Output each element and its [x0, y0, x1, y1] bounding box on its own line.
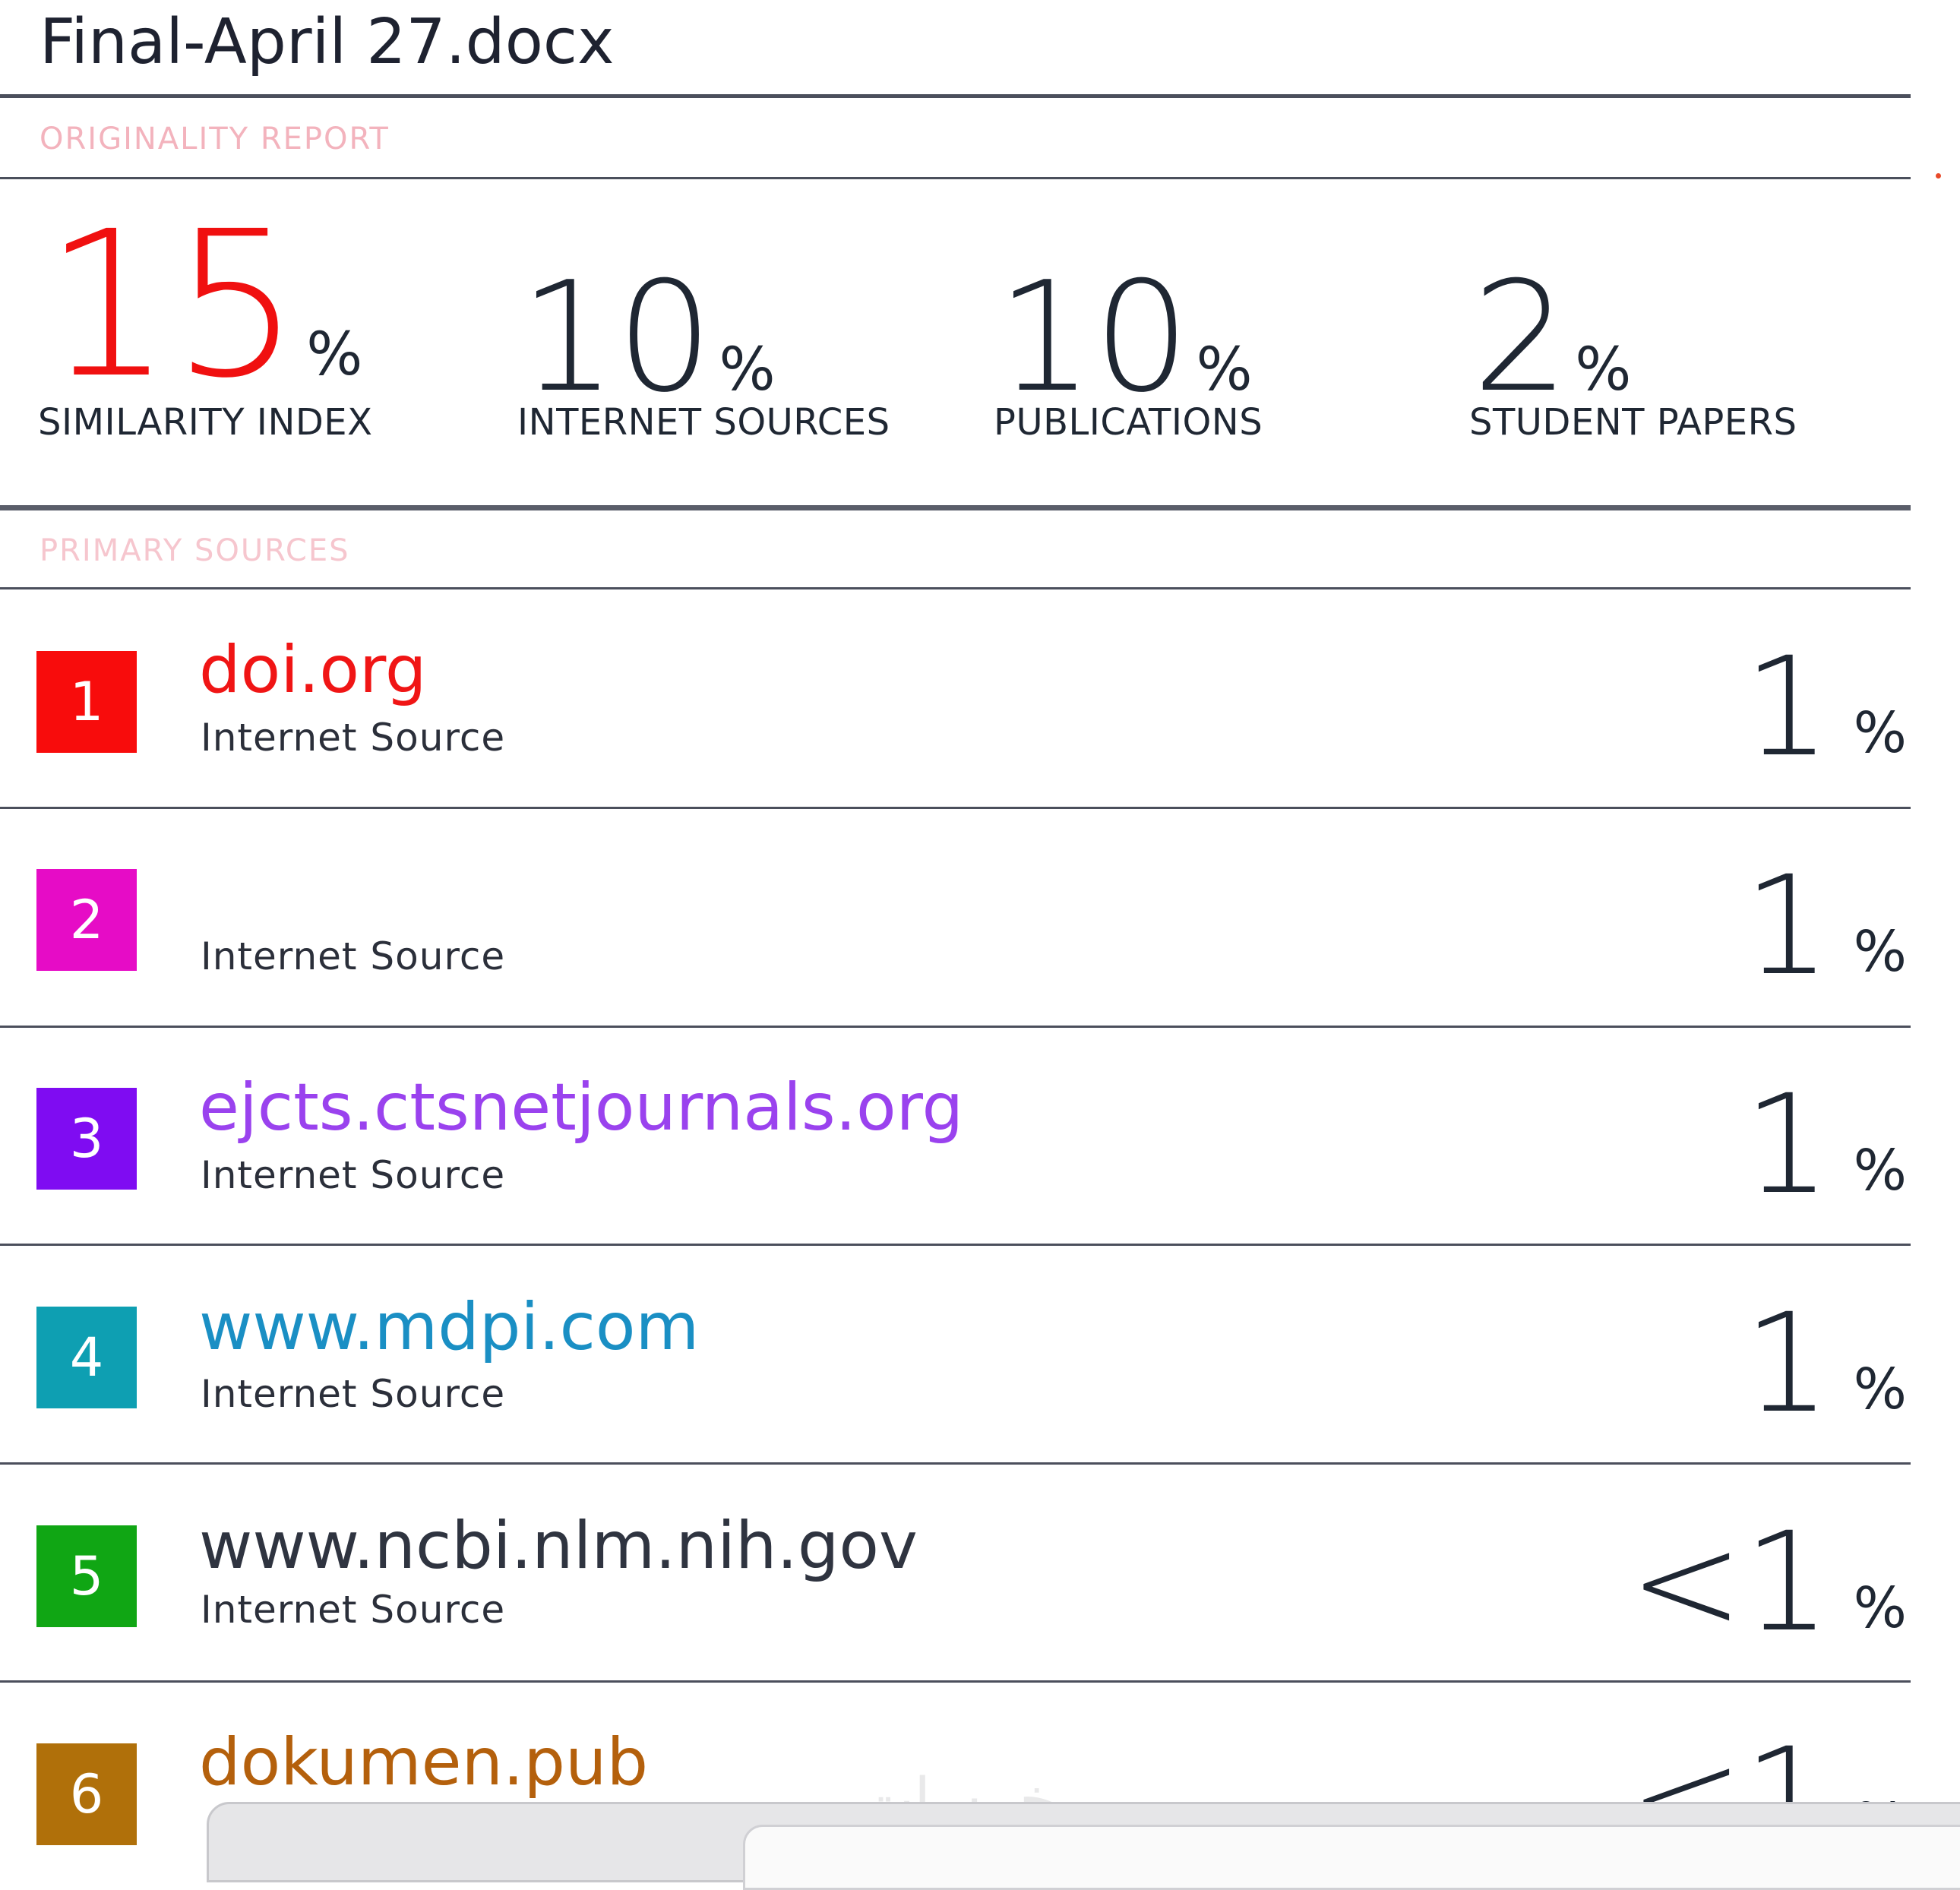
- source-match-unit: %: [1853, 700, 1907, 766]
- publications-unit: %: [1196, 336, 1253, 404]
- row-divider: [0, 807, 1911, 809]
- row-divider: [0, 1244, 1911, 1246]
- similarity-index-label: SIMILARITY INDEX: [38, 401, 373, 444]
- source-match-value: 1: [1743, 847, 1831, 1006]
- source-rank-badge: 2: [36, 869, 137, 971]
- similarity-index-stat: 15%: [44, 205, 362, 406]
- header-divider: [0, 94, 1911, 98]
- source-name-link[interactable]: www.mdpi.com: [199, 1289, 700, 1365]
- primary-sources-divider: [0, 587, 1911, 589]
- stats-divider: [0, 505, 1911, 510]
- report-divider: [0, 177, 1911, 179]
- source-name-link[interactable]: ejcts.ctsnetjournals.org: [199, 1070, 964, 1146]
- source-rank-badge: 3: [36, 1088, 137, 1190]
- source-rank-badge: 6: [36, 1743, 137, 1845]
- row-divider: [0, 1680, 1911, 1683]
- internet-sources-value: 10: [520, 249, 713, 426]
- student-papers-label: STUDENT PAPERS: [1469, 401, 1797, 444]
- source-match-value: <1: [1629, 1503, 1831, 1662]
- source-match-unit: %: [1853, 1576, 1907, 1641]
- primary-sources-label: PRIMARY SOURCES: [40, 533, 350, 568]
- source-type: Internet Source: [201, 1153, 506, 1197]
- source-match-percent: 1%: [1743, 1077, 1907, 1214]
- source-match-value: 1: [1743, 1285, 1831, 1443]
- source-name-link[interactable]: doi.org: [199, 632, 427, 708]
- source-match-value: 1: [1743, 1066, 1831, 1225]
- source-type: Internet Source: [201, 934, 506, 978]
- student-papers-stat: 2%: [1472, 262, 1631, 414]
- source-name-link[interactable]: www.ncbi.nlm.nih.gov: [199, 1508, 918, 1584]
- source-name-link[interactable]: dokumen.pub: [199, 1724, 649, 1800]
- similarity-index-unit: %: [306, 321, 363, 389]
- source-match-percent: 1%: [1743, 640, 1907, 776]
- publications-value: 10: [997, 249, 1190, 426]
- source-match-unit: %: [1853, 1138, 1907, 1203]
- source-match-percent: 1%: [1743, 858, 1907, 995]
- source-match-percent: 1%: [1743, 1296, 1907, 1433]
- similarity-index-value: 15: [44, 188, 301, 422]
- row-divider: [0, 1462, 1911, 1465]
- source-match-percent: <1%: [1629, 1515, 1907, 1651]
- internet-sources-label: INTERNET SOURCES: [517, 401, 890, 444]
- source-match-unit: %: [1853, 1357, 1907, 1422]
- source-rank-badge: 5: [36, 1525, 137, 1627]
- marker-dot: [1936, 173, 1941, 179]
- source-type: Internet Source: [201, 1588, 506, 1632]
- source-rank-badge: 1: [36, 651, 137, 753]
- originality-report-label: ORIGINALITY REPORT: [40, 122, 390, 156]
- student-papers-unit: %: [1575, 336, 1632, 404]
- publications-stat: 10%: [997, 262, 1253, 414]
- internet-sources-unit: %: [719, 336, 776, 404]
- source-type: Internet Source: [201, 716, 506, 760]
- source-rank-badge: 4: [36, 1307, 137, 1408]
- document-title: Final-April 27.docx: [40, 6, 615, 78]
- internet-sources-stat: 10%: [520, 262, 776, 414]
- overlay-window-inner: [743, 1825, 1960, 1890]
- publications-label: PUBLICATIONS: [994, 401, 1263, 444]
- row-divider: [0, 1026, 1911, 1028]
- student-papers-value: 2: [1472, 249, 1570, 426]
- source-match-unit: %: [1853, 919, 1907, 985]
- source-type: Internet Source: [201, 1372, 506, 1416]
- source-match-value: 1: [1743, 628, 1831, 787]
